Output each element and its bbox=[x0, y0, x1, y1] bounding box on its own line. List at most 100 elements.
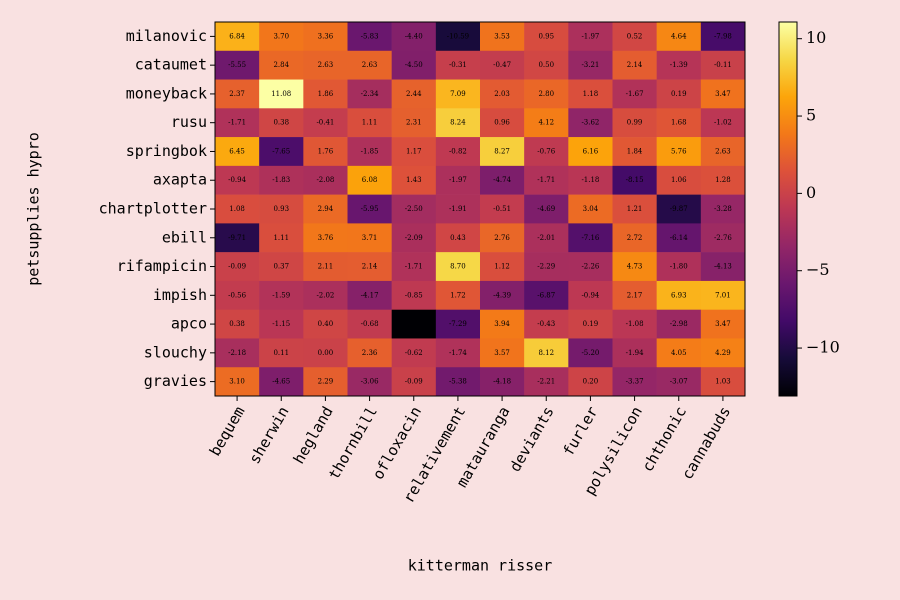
heatmap-cell bbox=[480, 79, 525, 109]
y-tick-label: rifampicin bbox=[117, 257, 207, 275]
y-tick-label: springbok bbox=[126, 142, 207, 160]
cell-label: -1.71 bbox=[537, 176, 555, 184]
cell-label: -3.28 bbox=[714, 205, 732, 213]
heatmap-cell bbox=[700, 165, 746, 195]
cell-label: -5.20 bbox=[581, 349, 599, 357]
cell-label: 1.72 bbox=[450, 291, 466, 299]
cell-label: 1.84 bbox=[627, 147, 643, 155]
heatmap-cell bbox=[215, 108, 260, 138]
heatmap-cell bbox=[524, 194, 569, 224]
cell-label: -2.26 bbox=[581, 263, 599, 271]
cell-label: 2.84 bbox=[273, 61, 289, 69]
heatmap-cell bbox=[215, 367, 260, 397]
cell-label: 0.43 bbox=[450, 234, 466, 242]
heatmap-cell bbox=[656, 309, 702, 339]
cell-label: -0.09 bbox=[405, 378, 423, 386]
cell-label: 3.10 bbox=[229, 378, 245, 386]
cell-label: -3.37 bbox=[626, 378, 644, 386]
cell-label: -2.98 bbox=[670, 320, 688, 328]
cell-label: -4.50 bbox=[405, 61, 423, 69]
heatmap-cell bbox=[524, 137, 569, 167]
cell-label: 0.93 bbox=[273, 205, 289, 213]
cell-label: 0.50 bbox=[538, 61, 554, 69]
cell-label: 2.14 bbox=[627, 61, 643, 69]
heatmap-cell bbox=[435, 223, 481, 253]
cell-label: -0.11 bbox=[714, 61, 732, 69]
heatmap-cell bbox=[568, 338, 613, 368]
cell-label: 0.19 bbox=[583, 320, 599, 328]
cell-label: -0.76 bbox=[537, 147, 555, 155]
heatmap-cell bbox=[215, 223, 260, 253]
cell-label: 0.95 bbox=[538, 32, 554, 40]
cell-label: 1.43 bbox=[406, 176, 422, 184]
heatmap-cell bbox=[259, 280, 304, 310]
heatmap-cell bbox=[435, 165, 481, 195]
heatmap-cell bbox=[656, 338, 702, 368]
cell-label: -1.71 bbox=[228, 119, 246, 127]
cell-label: -4.65 bbox=[272, 378, 290, 386]
heatmap-cell bbox=[303, 194, 348, 224]
y-tick-label: cataumet bbox=[135, 56, 207, 74]
cell-label: 6.16 bbox=[583, 147, 599, 155]
cell-label: -2.21 bbox=[537, 378, 555, 386]
cell-label: 1.06 bbox=[671, 176, 687, 184]
heatmap-cell bbox=[391, 50, 437, 80]
heatmap-cell bbox=[568, 108, 613, 138]
heatmap-cell bbox=[347, 338, 392, 368]
cell-label: 2.63 bbox=[715, 147, 731, 155]
cell-label: 0.19 bbox=[671, 90, 687, 98]
heatmap-cell bbox=[524, 50, 569, 80]
cell-label: -4.17 bbox=[361, 291, 379, 299]
heatmap-cell bbox=[435, 50, 481, 80]
heatmap-cell bbox=[480, 280, 525, 310]
cell-label: 1.17 bbox=[406, 147, 422, 155]
cell-label: -0.41 bbox=[316, 119, 334, 127]
heatmap-cell bbox=[391, 338, 437, 368]
cell-label: -4.39 bbox=[493, 291, 511, 299]
cell-label: -4.69 bbox=[537, 205, 555, 213]
cell-label: 6.93 bbox=[671, 291, 687, 299]
cell-label: 4.73 bbox=[627, 263, 643, 271]
cell-label: -2.76 bbox=[714, 234, 732, 242]
cell-label: 2.11 bbox=[318, 263, 334, 271]
heatmap-cell bbox=[524, 367, 569, 397]
cell-label: 2.36 bbox=[362, 349, 378, 357]
cell-label: 4.12 bbox=[538, 119, 554, 127]
y-tick-label: chartplotter bbox=[99, 200, 207, 218]
colorbar-tick-label: −10 bbox=[806, 338, 840, 357]
cell-label: 0.96 bbox=[494, 119, 510, 127]
y-tick-label: axapta bbox=[153, 171, 207, 189]
cell-label: -1.59 bbox=[272, 291, 290, 299]
cell-label: 6.08 bbox=[362, 176, 378, 184]
heatmap-cell bbox=[259, 252, 304, 282]
heatmap-cell bbox=[259, 50, 304, 80]
cell-label: -2.50 bbox=[405, 205, 423, 213]
heatmap-cell bbox=[259, 223, 304, 253]
cell-label: -4.13 bbox=[714, 263, 732, 271]
heatmap-cell bbox=[524, 108, 569, 138]
heatmap-cell bbox=[259, 367, 304, 397]
cell-label: 1.03 bbox=[715, 378, 731, 386]
cell-label: 8.70 bbox=[450, 263, 466, 271]
y-tick-label: apco bbox=[171, 315, 207, 333]
heatmap-cell bbox=[656, 137, 702, 167]
cell-label: 0.99 bbox=[627, 119, 643, 127]
heatmap-cell bbox=[700, 79, 746, 109]
heatmap-cell bbox=[612, 280, 657, 310]
heatmap-cell bbox=[700, 137, 746, 167]
heatmap-cell bbox=[612, 108, 657, 138]
heatmap-cell bbox=[215, 137, 260, 167]
heatmap-cell bbox=[612, 309, 657, 339]
cell-label: -7.29 bbox=[449, 320, 467, 328]
cell-label: -1.08 bbox=[626, 320, 644, 328]
cell-label: 1.28 bbox=[715, 176, 731, 184]
heatmap-cell bbox=[435, 194, 481, 224]
cell-label: 3.70 bbox=[273, 32, 289, 40]
heatmap-cell bbox=[391, 367, 437, 397]
heatmap-cell bbox=[480, 223, 525, 253]
heatmap-cell bbox=[391, 137, 437, 167]
cell-label: 3.53 bbox=[494, 32, 510, 40]
heatmap-cell bbox=[347, 223, 392, 253]
cell-label: 2.76 bbox=[494, 234, 510, 242]
